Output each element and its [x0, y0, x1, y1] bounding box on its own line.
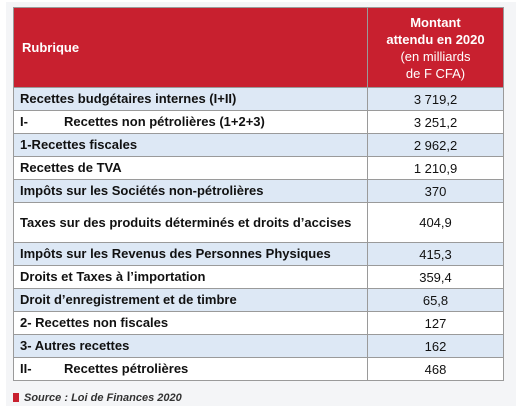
table-row: Impôts sur les Revenus des Personnes Phy… [13, 242, 504, 266]
row-value: 370 [367, 179, 504, 203]
table-row: Recettes de TVA 1 210,9 [13, 156, 504, 180]
table-row: II- Recettes pétrolières 468 [13, 357, 504, 381]
row-label: Droit d’enregistrement et de timbre [13, 288, 368, 312]
row-prefix: I- [20, 114, 28, 129]
header-rubrique: Rubrique [13, 7, 368, 88]
header-amount-line1: Montant [410, 14, 461, 30]
row-label: 3- Autres recettes [13, 334, 368, 358]
row-value: 404,9 [367, 202, 504, 243]
table-row: I- Recettes non pétrolières (1+2+3) 3 251… [13, 110, 504, 134]
row-value: 415,3 [367, 242, 504, 266]
table-row: Droit d’enregistrement et de timbre 65,8 [13, 288, 504, 312]
row-label: Recettes non pétrolières (1+2+3) [64, 114, 265, 129]
row-value: 2 962,2 [367, 133, 504, 157]
row-label: 2- Recettes non fiscales [13, 311, 368, 335]
row-label: Droits et Taxes à l’importation [13, 265, 368, 289]
table-row: Recettes budgétaires internes (I+II) 3 7… [13, 87, 504, 111]
row-label: Taxes sur des produits déterminés et dro… [13, 202, 368, 243]
row-label: Impôts sur les Revenus des Personnes Phy… [13, 242, 368, 266]
table-row: Impôts sur les Sociétés non-pétrolières … [13, 179, 504, 203]
row-value: 468 [367, 357, 504, 381]
row-label-cell: II- Recettes pétrolières [13, 357, 368, 381]
table-header-row: Rubrique Montant attendu en 2020 (en mil… [13, 7, 504, 88]
table-row: 1-Recettes fiscales 2 962,2 [13, 133, 504, 157]
header-unit-line1: (en milliards [400, 48, 471, 64]
row-label: Recettes pétrolières [64, 361, 189, 376]
header-amount: Montant attendu en 2020 (en milliards de… [367, 7, 504, 88]
row-value: 1 210,9 [367, 156, 504, 180]
row-value: 3 251,2 [367, 110, 504, 134]
row-value: 127 [367, 311, 504, 335]
table-row: 2- Recettes non fiscales 127 [13, 311, 504, 335]
row-value: 3 719,2 [367, 87, 504, 111]
source-note: Source : Loi de Finances 2020 [13, 392, 182, 404]
row-label: Recettes de TVA [13, 156, 368, 180]
row-value: 65,8 [367, 288, 504, 312]
row-value: 359,4 [367, 265, 504, 289]
header-amount-line2: attendu en 2020 [386, 31, 485, 47]
table-row: Taxes sur des produits déterminés et dro… [13, 202, 504, 243]
table-row: Droits et Taxes à l’importation 359,4 [13, 265, 504, 289]
table-row: 3- Autres recettes 162 [13, 334, 504, 358]
row-label: Recettes budgétaires internes (I+II) [13, 87, 368, 111]
source-text: Source : Loi de Finances 2020 [24, 392, 182, 404]
source-marker-icon [13, 393, 19, 402]
row-label: Impôts sur les Sociétés non-pétrolières [13, 179, 368, 203]
row-prefix: II- [20, 361, 32, 376]
row-value: 162 [367, 334, 504, 358]
header-unit-line2: de F CFA) [405, 65, 466, 81]
row-label: 1-Recettes fiscales [13, 133, 368, 157]
revenue-table: Rubrique Montant attendu en 2020 (en mil… [13, 7, 504, 381]
row-label-cell: I- Recettes non pétrolières (1+2+3) [13, 110, 368, 134]
